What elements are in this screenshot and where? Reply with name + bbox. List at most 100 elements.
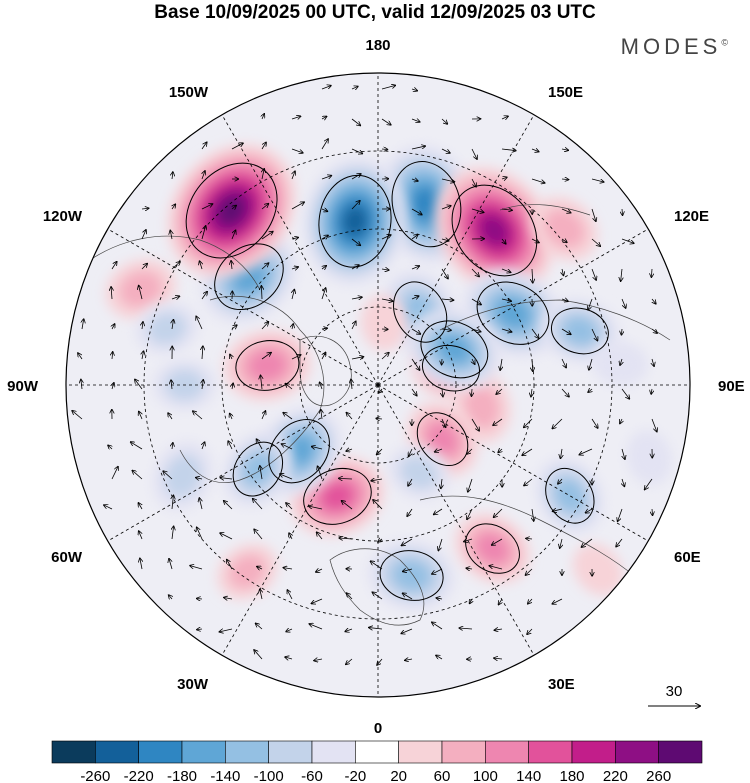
wind-vector [376,418,383,419]
wind-vector [342,501,353,510]
wind-vector [321,139,328,150]
wind-vector [552,418,563,429]
wind-vector [311,598,323,604]
wind-vector [261,375,262,390]
wind-vector [261,322,268,330]
wind-vector [172,172,173,180]
wind-vector [291,116,301,119]
wind-vector [141,230,146,240]
colorbar [51,740,703,764]
wind-vector [499,598,502,605]
wind-vector [381,235,391,240]
wind-vector [496,388,503,394]
wind-vector [262,114,264,120]
wind-vector [316,569,323,572]
wind-vector [321,235,328,239]
wind-vector [525,568,533,575]
wind-vector [321,116,327,119]
wind-vector [253,499,263,510]
anomaly-center [217,543,278,600]
wind-vector [561,388,569,397]
colorbar-swatch [181,740,226,764]
wind-vector [220,478,233,479]
wind-vector [197,629,203,630]
wind-vector [282,444,293,450]
wind-vector [171,296,179,299]
coastline-asia-south [419,495,651,591]
wind-vector [351,201,360,210]
coastline-greenland [299,335,352,407]
colorbar-swatch [658,740,703,764]
colorbar-tick-label: -260 [80,768,110,783]
circulation-contour [391,161,462,248]
wind-vector [561,208,571,213]
wind-vector [494,658,503,659]
wind-vector [261,411,265,420]
wind-vector [318,466,323,480]
circulation-contour [303,468,372,525]
wind-vector [531,388,532,397]
wind-vector [351,118,360,125]
wind-vector [346,449,353,451]
wind-vector [620,358,622,365]
coastline-siberia [439,299,671,341]
wind-vector [322,266,326,269]
wind-vector [135,379,143,390]
wind-vector [441,178,454,182]
wind-vector [402,538,413,546]
wind-vector [489,566,503,570]
anomaly-center [626,430,673,486]
circulation-contour [416,412,469,466]
anomaly-center [573,543,623,596]
wind-vector [345,629,353,631]
wind-vector [409,448,412,456]
wind-vector [254,650,263,660]
wind-vector [591,208,596,221]
circulation-contour [214,243,284,311]
colorbar-swatch [615,740,659,764]
vector-reference-label: 30 [666,683,683,700]
wind-vector [622,448,625,459]
wind-vector [441,206,451,210]
wind-vector [471,178,476,187]
wind-vector [501,329,512,332]
wind-vector [467,448,473,454]
wind-vector [292,171,295,180]
circulation-contour [393,281,448,343]
wind-vector [260,466,262,480]
anomaly-center [407,402,479,477]
wind-vector [171,380,172,390]
wind-vector [373,500,383,510]
wind-vector [591,418,598,428]
wind-vector [112,383,114,390]
wind-vector [403,569,413,571]
wind-vector [321,86,331,90]
colorbar-swatch [51,740,96,764]
wind-vector [140,558,142,570]
wind-vector [498,449,502,452]
coastline-europe [329,548,425,626]
wind-vector [459,628,473,629]
wind-vector [172,320,173,330]
wind-vector [261,263,269,270]
wind-vector [581,538,593,547]
wind-vector [231,261,232,270]
wind-vector [202,346,203,360]
wind-vector [346,658,353,664]
wind-vector [291,202,304,210]
lon-label-90w: 90W [7,378,39,395]
wind-vector [351,86,358,89]
wind-vector [621,388,629,399]
wind-vector [588,389,592,392]
wind-vector [411,119,420,122]
wind-vector [339,478,353,479]
wind-vector [472,358,475,364]
coastline-alaska [89,235,261,291]
wind-vector [411,89,417,91]
wind-vectors [72,85,657,665]
wind-vector [652,508,653,515]
wind-vector [561,299,568,301]
wind-vector [312,447,323,449]
colorbar-swatch [95,740,139,764]
